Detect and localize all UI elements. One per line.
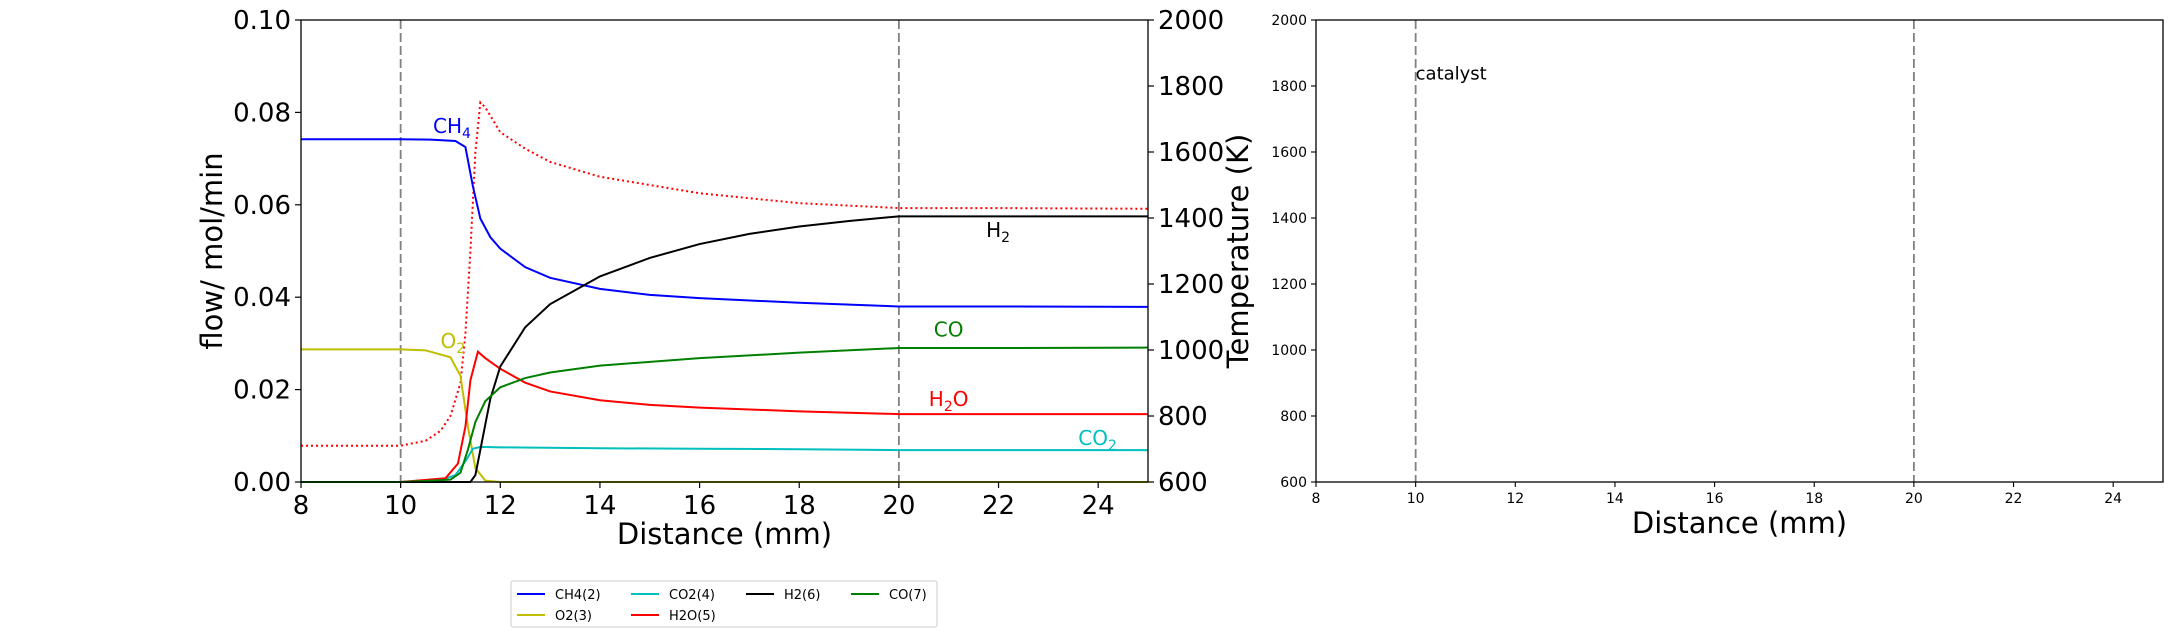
y2-tick-label-7: 2000 [1158,6,1224,36]
y2-tick-label-5: 1600 [1158,138,1224,168]
x-axis-label: Distance (mm) [1632,506,1847,540]
legend-label-4: O2(3) [555,609,592,624]
x-tick-label-8: 24 [2104,491,2122,507]
y-tick-label-0: 0.00 [233,468,291,498]
x-tick-label-4: 16 [1706,491,1724,507]
series-line-1 [301,348,1148,483]
y2-tick-label-1: 800 [1158,402,1208,432]
temperature-chart: 8 10 12 14 16 18 20 22 24 600 800 1000 1200 1400 1600 1… [1271,13,2164,540]
series-line-2 [301,445,1148,483]
y2-tick-label-2: 1000 [1158,336,1224,366]
x-tick-label-6: 20 [882,491,915,521]
legend-label-2: H2(6) [784,588,820,603]
legend-box [510,580,938,628]
y-tick-label-1: 800 [1280,409,1307,425]
y-axis-label: flow/ mol/min [195,152,229,349]
x-tick-label-0: 8 [1312,491,1321,507]
temperature-line [301,100,1149,447]
plot-frame [1315,19,2164,483]
y-tick-label-6: 1800 [1271,79,1307,95]
legend: CH4(2) CO2(4) H2(6) CO(7) O2(3) H2O(5) [510,580,938,628]
y-tick-label-2: 0.04 [233,283,291,313]
y2-tick-label-6: 1800 [1158,72,1224,102]
series-line-3 [301,349,1148,483]
species-annotation-2: H2 [986,218,1010,246]
x-tick-label-3: 14 [583,491,616,521]
species-annotation-0: CH4 [433,114,471,142]
y-tick-label-7: 2000 [1271,13,1307,29]
legend-label-1: CO2(4) [669,588,715,603]
x-tick-label-6: 20 [1905,491,1923,507]
y2-tick-label-3: 1200 [1158,270,1224,300]
species-annotation-4: H2O [929,387,969,415]
y-tick-label-4: 0.08 [233,98,291,128]
x-tick-label-2: 12 [484,491,517,521]
plot-frame [300,19,1149,483]
x-tick-label-5: 18 [1805,491,1823,507]
flow-chart: 8 10 12 14 16 18 20 22 24 0.00 0.02 0.04 0.06 0.08 0.1… [195,6,1255,551]
catalyst-annotation: catalyst [1416,63,1487,84]
x-tick-label-2: 12 [1506,491,1524,507]
x-tick-label-5: 18 [783,491,816,521]
legend-label-0: CH4(2) [555,588,601,603]
y-tick-label-0: 600 [1280,475,1307,491]
x-tick-label-1: 10 [384,491,417,521]
y-tick-label-5: 0.10 [233,6,291,36]
y-tick-label-3: 0.06 [233,191,291,221]
species-annotation-1: O2 [441,329,466,357]
species-annotation-5: CO2 [1078,426,1117,454]
x-tick-label-3: 14 [1606,491,1624,507]
x-tick-label-0: 8 [293,491,310,521]
x-tick-label-1: 10 [1407,491,1425,507]
x-tick-label-8: 24 [1082,491,1115,521]
y-tick-label-1: 0.02 [233,376,291,406]
x-axis-label: Distance (mm) [617,517,832,551]
legend-label-5: H2O(5) [669,609,716,624]
x-tick-label-7: 22 [982,491,1015,521]
y2-tick-label-0: 600 [1158,468,1208,498]
x-tick-label-4: 16 [683,491,716,521]
species-annotation-3: CO [934,317,964,341]
y-tick-label-4: 1400 [1271,211,1307,227]
y-tick-label-2: 1000 [1271,343,1307,359]
series-line-0 [301,138,1149,308]
series-line-4 [301,215,1148,483]
y2-axis-label: Temperature (K) [1221,134,1255,370]
y2-tick-label-4: 1400 [1158,204,1224,234]
y-tick-label-5: 1600 [1271,145,1307,161]
legend-label-3: CO(7) [889,588,927,603]
series-line-5 [301,346,1149,483]
y-tick-label-3: 1200 [1271,277,1307,293]
x-tick-label-7: 22 [2005,491,2023,507]
